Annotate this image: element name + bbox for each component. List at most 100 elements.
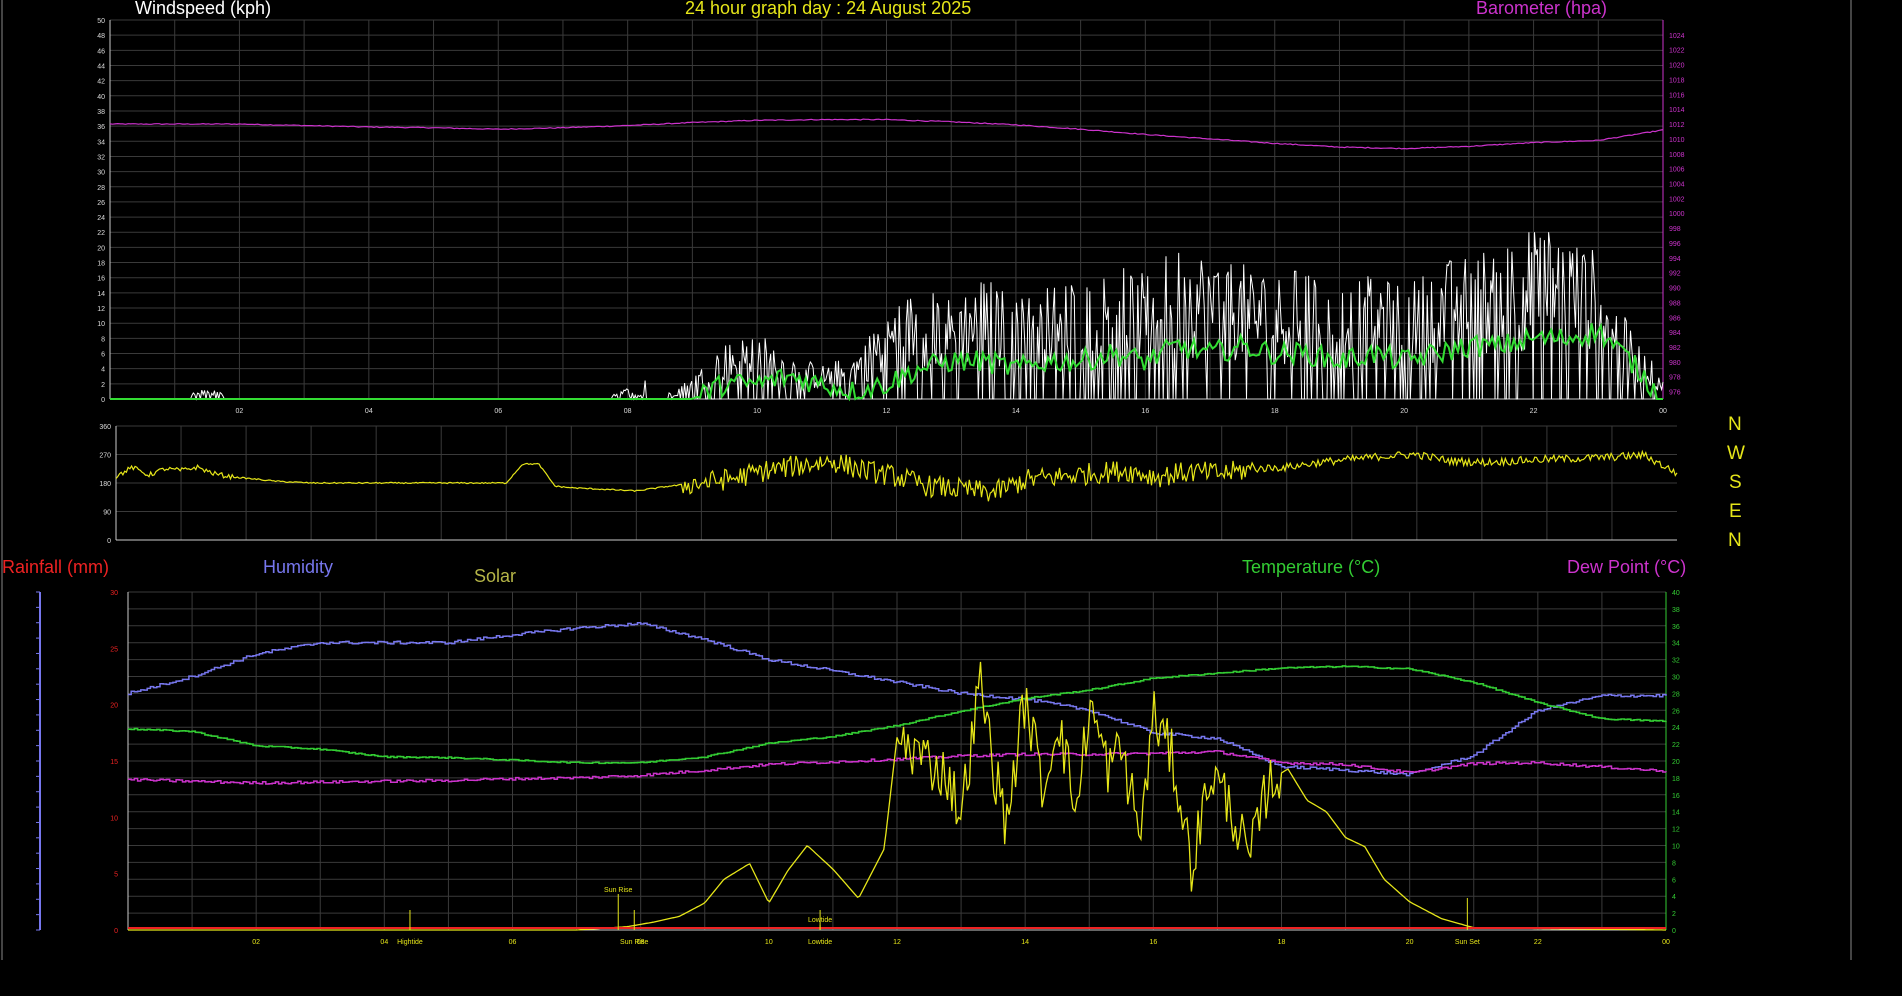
bottom-x-tick-label: 18 xyxy=(1278,939,1286,946)
barometer-tick-label: 988 xyxy=(1669,300,1681,307)
barometer-tick-label: 994 xyxy=(1669,256,1681,263)
temperature-tick-label: 2 xyxy=(1672,911,1676,918)
top-x-tick-label: 00 xyxy=(1659,408,1667,415)
windspeed-tick-label: 14 xyxy=(97,291,105,298)
barometer-tick-label: 976 xyxy=(1669,390,1681,397)
windspeed-tick-label: 12 xyxy=(97,306,105,313)
temperature-tick-label: 4 xyxy=(1672,894,1676,901)
temperature-tick-label: 32 xyxy=(1672,658,1680,665)
top-x-tick-label: 06 xyxy=(494,408,502,415)
bottom-x-tick-label: 04 xyxy=(380,939,388,946)
temperature-tick-label: 28 xyxy=(1672,691,1680,698)
top-x-tick-label: 18 xyxy=(1271,408,1279,415)
barometer-tick-label: 996 xyxy=(1669,241,1681,248)
compass-label-w: W xyxy=(1727,443,1745,464)
dewpoint-axis-label: Dew Point (°C) xyxy=(1567,557,1687,577)
temperature-tick-label: 20 xyxy=(1672,759,1680,766)
windspeed-axis-label: Windspeed (kph) xyxy=(135,0,272,18)
top-x-tick-label: 12 xyxy=(883,408,891,415)
compass-label-s: S xyxy=(1729,472,1742,493)
humidity-tick-label: 20 xyxy=(110,703,118,710)
bottom-x-tick-label: 12 xyxy=(893,939,901,946)
windspeed-tick-label: 4 xyxy=(101,367,105,374)
temperature-tick-label: 30 xyxy=(1672,675,1680,682)
windspeed-tick-label: 40 xyxy=(97,94,105,101)
bottom-x-tick-label: 14 xyxy=(1021,939,1029,946)
temperature-tick-label: 6 xyxy=(1672,877,1676,884)
bottom-x-tick-label: 20 xyxy=(1406,939,1414,946)
temperature-series-line xyxy=(128,665,1667,765)
annotation-label: Sun Rise xyxy=(620,939,649,946)
barometer-tick-label: 1002 xyxy=(1669,196,1685,203)
temperature-tick-label: 8 xyxy=(1672,860,1676,867)
barometer-tick-label: 1016 xyxy=(1669,92,1685,99)
direction-tick-label: 0 xyxy=(107,538,111,545)
windspeed-tick-label: 26 xyxy=(97,200,105,207)
windspeed-tick-label: 28 xyxy=(97,185,105,192)
barometer-tick-label: 998 xyxy=(1669,226,1681,233)
top-x-tick-label: 02 xyxy=(236,408,244,415)
top-x-tick-label: 14 xyxy=(1012,408,1020,415)
top-x-tick-label: 22 xyxy=(1530,408,1538,415)
bottom-x-tick-label: 06 xyxy=(509,939,517,946)
humidity-tick-label: 0 xyxy=(114,928,118,935)
windspeed-tick-label: 32 xyxy=(97,154,105,161)
barometer-tick-label: 980 xyxy=(1669,360,1681,367)
annotation-label: Hightide xyxy=(397,939,423,946)
windspeed-tick-label: 18 xyxy=(97,261,105,268)
temperature-tick-label: 22 xyxy=(1672,742,1680,749)
temperature-tick-label: 0 xyxy=(1672,928,1676,935)
top-x-tick-label: 16 xyxy=(1141,408,1149,415)
top-chart-series xyxy=(109,118,1664,402)
barometer-tick-label: 1024 xyxy=(1669,33,1685,40)
windspeed-tick-label: 2 xyxy=(101,382,105,389)
windspeed-tick-label: 34 xyxy=(97,139,105,146)
solar-series-line xyxy=(128,661,1666,931)
windspeed-tick-label: 20 xyxy=(97,245,105,252)
barometer-tick-label: 1022 xyxy=(1669,48,1685,55)
humidity-axis-label: Humidity xyxy=(263,557,334,577)
annotation-label: Sun Rise xyxy=(604,887,633,894)
bottom-chart-grid xyxy=(128,591,1666,931)
humidity-tick-label: 10 xyxy=(110,815,118,822)
wind-direction-series-line xyxy=(115,449,1678,502)
compass-label-n-top: N xyxy=(1728,414,1742,435)
temperature-tick-label: 12 xyxy=(1672,827,1680,834)
temperature-tick-label: 24 xyxy=(1672,725,1680,732)
barometer-tick-label: 1006 xyxy=(1669,167,1685,174)
windspeed-tick-label: 46 xyxy=(97,48,105,55)
bottom-chart-series xyxy=(128,622,1667,931)
annotation-label: Lowtide xyxy=(808,939,832,946)
barometer-tick-label: 978 xyxy=(1669,375,1681,382)
bottom-chart-axes: 0246810121416182022242628303234363840051… xyxy=(36,590,1680,946)
direction-tick-label: 90 xyxy=(103,510,111,517)
top-x-tick-label: 04 xyxy=(365,408,373,415)
direction-tick-label: 360 xyxy=(99,424,111,431)
temperature-tick-label: 34 xyxy=(1672,641,1680,648)
windspeed-tick-label: 30 xyxy=(97,170,105,177)
windspeed-tick-label: 24 xyxy=(97,215,105,222)
barometer-tick-label: 1012 xyxy=(1669,122,1685,129)
bottom-x-tick-label: 22 xyxy=(1534,939,1542,946)
barometer-tick-label: 990 xyxy=(1669,286,1681,293)
windspeed-tick-label: 38 xyxy=(97,109,105,116)
windspeed-tick-label: 48 xyxy=(97,33,105,40)
temperature-tick-label: 40 xyxy=(1672,590,1680,597)
barometer-series-line xyxy=(109,118,1664,150)
bottom-x-tick-label: 08 xyxy=(637,939,645,946)
bottom-x-tick-label: 02 xyxy=(252,939,260,946)
windspeed-tick-label: 42 xyxy=(97,79,105,86)
temperature-tick-label: 38 xyxy=(1672,607,1680,614)
barometer-tick-label: 982 xyxy=(1669,345,1681,352)
bottom-x-tick-label: 16 xyxy=(1149,939,1157,946)
barometer-tick-label: 1000 xyxy=(1669,211,1685,218)
humidity-tick-label: 15 xyxy=(110,759,118,766)
temperature-tick-label: 36 xyxy=(1672,624,1680,631)
humidity-tick-label: 25 xyxy=(110,646,118,653)
barometer-axis-label: Barometer (hpa) xyxy=(1476,0,1608,18)
rainfall-axis-label: Rainfall (mm) xyxy=(2,557,110,577)
barometer-tick-label: 984 xyxy=(1669,330,1681,337)
compass-label-e: E xyxy=(1729,501,1742,522)
